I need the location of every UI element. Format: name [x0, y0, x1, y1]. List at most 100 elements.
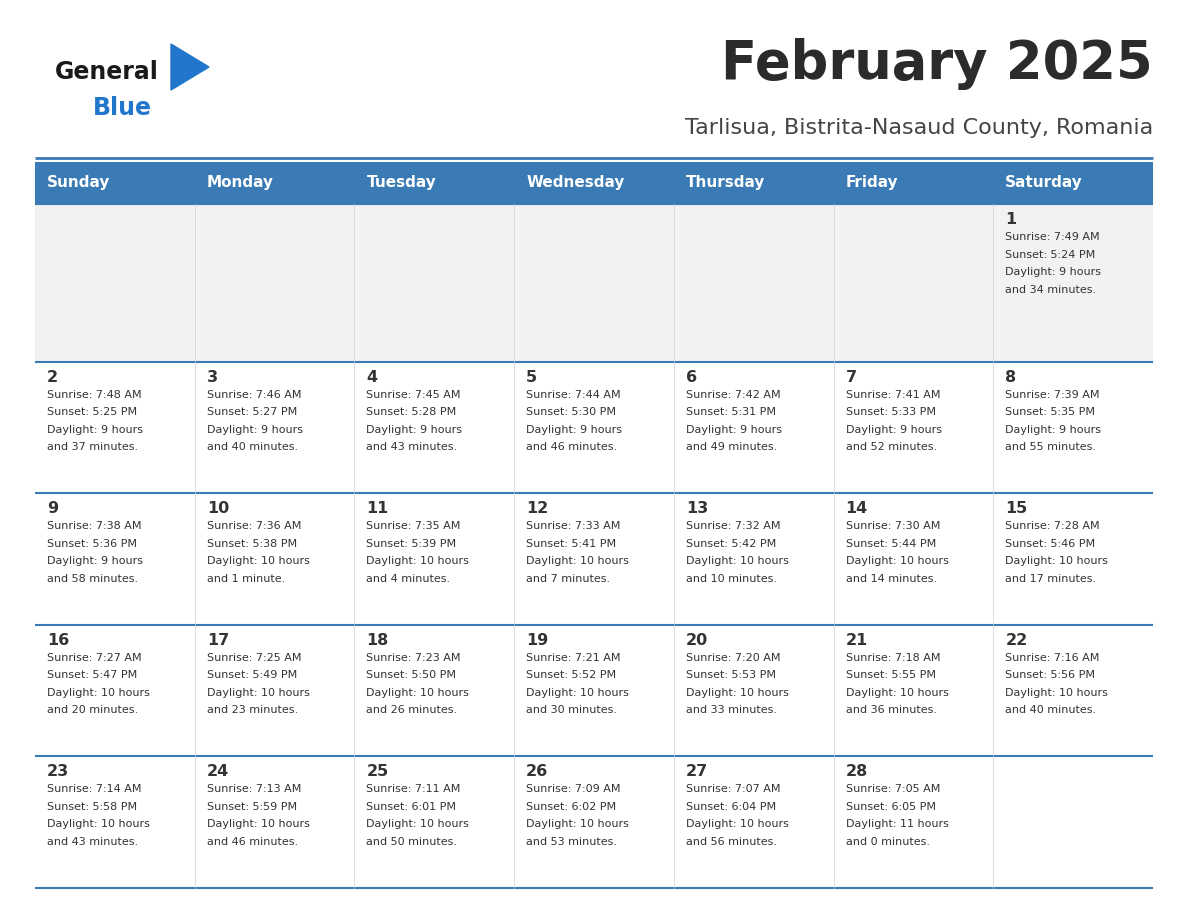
Text: 24: 24: [207, 765, 229, 779]
Bar: [34, 162, 195, 204]
Bar: [674, 162, 834, 204]
Text: Sunrise: 7:42 AM: Sunrise: 7:42 AM: [685, 390, 781, 400]
Text: Sunrise: 7:14 AM: Sunrise: 7:14 AM: [48, 785, 141, 794]
Text: 26: 26: [526, 765, 549, 779]
Text: Tarlisua, Bistrita-Nasaud County, Romania: Tarlisua, Bistrita-Nasaud County, Romani…: [684, 118, 1154, 138]
Text: Sunset: 5:50 PM: Sunset: 5:50 PM: [366, 670, 456, 680]
Text: Daylight: 9 hours: Daylight: 9 hours: [366, 425, 462, 435]
Bar: [34, 204, 1154, 362]
Text: Sunrise: 7:41 AM: Sunrise: 7:41 AM: [846, 390, 940, 400]
Text: Sunrise: 7:32 AM: Sunrise: 7:32 AM: [685, 521, 781, 532]
Text: Daylight: 10 hours: Daylight: 10 hours: [526, 556, 628, 566]
Text: 15: 15: [1005, 501, 1028, 517]
Bar: [993, 162, 1154, 204]
Bar: [834, 162, 993, 204]
Text: 4: 4: [366, 370, 378, 385]
Text: Sunset: 6:01 PM: Sunset: 6:01 PM: [366, 802, 456, 812]
Bar: [354, 162, 514, 204]
Text: Sunrise: 7:30 AM: Sunrise: 7:30 AM: [846, 521, 940, 532]
Text: 12: 12: [526, 501, 549, 517]
Text: Sunrise: 7:21 AM: Sunrise: 7:21 AM: [526, 653, 620, 663]
Text: Sunset: 5:46 PM: Sunset: 5:46 PM: [1005, 539, 1095, 549]
Polygon shape: [171, 44, 209, 90]
Text: Daylight: 10 hours: Daylight: 10 hours: [846, 688, 948, 698]
Text: and 46 minutes.: and 46 minutes.: [526, 442, 618, 453]
Bar: [514, 162, 674, 204]
Text: Sunset: 5:35 PM: Sunset: 5:35 PM: [1005, 408, 1095, 418]
Text: Sunrise: 7:07 AM: Sunrise: 7:07 AM: [685, 785, 781, 794]
Text: Daylight: 10 hours: Daylight: 10 hours: [526, 820, 628, 830]
Text: 22: 22: [1005, 633, 1028, 648]
Text: Blue: Blue: [93, 96, 152, 120]
Text: Sunrise: 7:13 AM: Sunrise: 7:13 AM: [207, 785, 301, 794]
Text: General: General: [55, 60, 159, 84]
Text: and 36 minutes.: and 36 minutes.: [846, 705, 936, 715]
Text: Daylight: 10 hours: Daylight: 10 hours: [685, 688, 789, 698]
Text: Sunrise: 7:28 AM: Sunrise: 7:28 AM: [1005, 521, 1100, 532]
Text: 2: 2: [48, 370, 58, 385]
Text: 9: 9: [48, 501, 58, 517]
Bar: [34, 493, 1154, 625]
Text: Sunrise: 7:23 AM: Sunrise: 7:23 AM: [366, 653, 461, 663]
Text: and 43 minutes.: and 43 minutes.: [48, 837, 138, 847]
Text: Sunset: 5:41 PM: Sunset: 5:41 PM: [526, 539, 617, 549]
Text: Thursday: Thursday: [685, 175, 765, 191]
Text: Daylight: 10 hours: Daylight: 10 hours: [48, 688, 150, 698]
Text: Sunset: 5:47 PM: Sunset: 5:47 PM: [48, 670, 138, 680]
Text: 1: 1: [1005, 212, 1017, 227]
Text: Daylight: 9 hours: Daylight: 9 hours: [48, 425, 143, 435]
Text: and 58 minutes.: and 58 minutes.: [48, 574, 138, 584]
Text: 23: 23: [48, 765, 69, 779]
Text: and 26 minutes.: and 26 minutes.: [366, 705, 457, 715]
Text: and 7 minutes.: and 7 minutes.: [526, 574, 611, 584]
Text: and 33 minutes.: and 33 minutes.: [685, 705, 777, 715]
Text: Sunrise: 7:45 AM: Sunrise: 7:45 AM: [366, 390, 461, 400]
Text: Sunrise: 7:16 AM: Sunrise: 7:16 AM: [1005, 653, 1100, 663]
Text: and 55 minutes.: and 55 minutes.: [1005, 442, 1097, 453]
Text: Sunset: 6:04 PM: Sunset: 6:04 PM: [685, 802, 776, 812]
Text: 25: 25: [366, 765, 388, 779]
Text: Sunset: 5:27 PM: Sunset: 5:27 PM: [207, 408, 297, 418]
Text: Daylight: 9 hours: Daylight: 9 hours: [207, 425, 303, 435]
Text: Sunrise: 7:18 AM: Sunrise: 7:18 AM: [846, 653, 940, 663]
Text: Sunrise: 7:35 AM: Sunrise: 7:35 AM: [366, 521, 461, 532]
Text: 13: 13: [685, 501, 708, 517]
Text: Sunrise: 7:11 AM: Sunrise: 7:11 AM: [366, 785, 461, 794]
Text: 21: 21: [846, 633, 867, 648]
Text: Sunday: Sunday: [48, 175, 110, 191]
Text: Sunset: 5:38 PM: Sunset: 5:38 PM: [207, 539, 297, 549]
Text: Sunset: 5:36 PM: Sunset: 5:36 PM: [48, 539, 137, 549]
Text: Sunset: 6:02 PM: Sunset: 6:02 PM: [526, 802, 617, 812]
Bar: [34, 756, 1154, 888]
Bar: [195, 162, 354, 204]
Text: Sunrise: 7:27 AM: Sunrise: 7:27 AM: [48, 653, 141, 663]
Text: Sunset: 5:49 PM: Sunset: 5:49 PM: [207, 670, 297, 680]
Text: and 37 minutes.: and 37 minutes.: [48, 442, 138, 453]
Text: and 10 minutes.: and 10 minutes.: [685, 574, 777, 584]
Text: Sunrise: 7:48 AM: Sunrise: 7:48 AM: [48, 390, 141, 400]
Text: Sunrise: 7:25 AM: Sunrise: 7:25 AM: [207, 653, 302, 663]
Text: Sunset: 5:30 PM: Sunset: 5:30 PM: [526, 408, 617, 418]
Text: 17: 17: [207, 633, 229, 648]
Text: Sunset: 5:59 PM: Sunset: 5:59 PM: [207, 802, 297, 812]
Text: Daylight: 9 hours: Daylight: 9 hours: [1005, 267, 1101, 277]
Text: 11: 11: [366, 501, 388, 517]
Text: Daylight: 10 hours: Daylight: 10 hours: [846, 556, 948, 566]
Text: and 23 minutes.: and 23 minutes.: [207, 705, 298, 715]
Text: 16: 16: [48, 633, 69, 648]
Text: Sunrise: 7:49 AM: Sunrise: 7:49 AM: [1005, 232, 1100, 242]
Text: and 0 minutes.: and 0 minutes.: [846, 837, 929, 847]
Text: 5: 5: [526, 370, 537, 385]
Text: and 34 minutes.: and 34 minutes.: [1005, 285, 1097, 295]
Text: Daylight: 9 hours: Daylight: 9 hours: [526, 425, 623, 435]
Text: 10: 10: [207, 501, 229, 517]
Text: Daylight: 10 hours: Daylight: 10 hours: [48, 820, 150, 830]
Text: and 56 minutes.: and 56 minutes.: [685, 837, 777, 847]
Text: and 20 minutes.: and 20 minutes.: [48, 705, 138, 715]
Text: Sunset: 5:58 PM: Sunset: 5:58 PM: [48, 802, 137, 812]
Text: and 49 minutes.: and 49 minutes.: [685, 442, 777, 453]
Text: Daylight: 10 hours: Daylight: 10 hours: [207, 688, 310, 698]
Text: Daylight: 10 hours: Daylight: 10 hours: [207, 556, 310, 566]
Text: Daylight: 10 hours: Daylight: 10 hours: [685, 820, 789, 830]
Text: Sunrise: 7:46 AM: Sunrise: 7:46 AM: [207, 390, 302, 400]
